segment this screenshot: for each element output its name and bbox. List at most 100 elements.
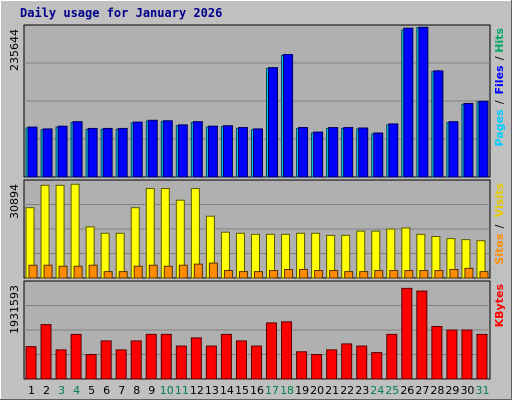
bar-sites-5 (88, 264, 98, 279)
bar-kbytes-16 (250, 345, 262, 380)
bar-kbytes-5 (85, 354, 97, 380)
bar-kbytes-19 (296, 351, 308, 380)
bar-files-9 (147, 119, 158, 178)
bar-files-22 (343, 127, 354, 178)
bar-files-18 (283, 53, 294, 178)
legend-hits: Hits (493, 28, 506, 53)
x-tick-label-31: 31 (475, 384, 489, 397)
bar-sites-26 (404, 270, 414, 279)
bar-sites-2 (43, 264, 53, 279)
x-tick-label-2: 2 (43, 384, 50, 397)
legend-separator: / (493, 56, 506, 60)
bar-files-28 (433, 70, 444, 178)
bar-files-6 (102, 127, 113, 178)
bar-kbytes-31 (476, 333, 488, 380)
bar-files-21 (328, 127, 339, 178)
bar-kbytes-29 (446, 329, 458, 380)
legend-separator: / (493, 224, 506, 228)
x-tick-label-17: 17 (265, 384, 279, 397)
x-tick-label-28: 28 (430, 384, 444, 397)
bar-sites-30 (464, 267, 474, 279)
bar-visits-23 (356, 230, 366, 279)
bar-files-1 (27, 126, 38, 178)
x-tick-label-21: 21 (325, 384, 339, 397)
bar-sites-23 (359, 271, 369, 279)
bar-sites-13 (208, 262, 218, 279)
bar-kbytes-30 (461, 329, 473, 380)
bar-files-5 (87, 127, 98, 178)
bar-sites-25 (389, 270, 399, 279)
bar-files-10 (162, 120, 173, 178)
bar-kbytes-4 (70, 333, 82, 380)
x-tick-label-10: 10 (160, 384, 174, 397)
bar-visits-2 (40, 184, 50, 279)
bar-sites-9 (148, 264, 158, 279)
x-tick-label-15: 15 (235, 384, 249, 397)
x-tick-label-7: 7 (118, 384, 125, 397)
bar-sites-29 (449, 268, 459, 279)
bar-kbytes-8 (130, 340, 142, 380)
bar-files-11 (177, 124, 188, 178)
legend-visits: Visits (493, 183, 506, 218)
legend-sites: Sites (493, 233, 506, 264)
x-tick-label-3: 3 (58, 384, 65, 397)
x-tick-label-9: 9 (148, 384, 155, 397)
bar-files-7 (117, 127, 128, 178)
bar-sites-12 (193, 263, 203, 279)
bar-kbytes-12 (190, 337, 202, 380)
x-tick-label-6: 6 (103, 384, 110, 397)
bar-files-27 (418, 26, 429, 178)
bar-kbytes-11 (175, 345, 187, 380)
x-tick-label-29: 29 (445, 384, 459, 397)
bar-kbytes-9 (145, 333, 157, 380)
x-tick-label-20: 20 (310, 384, 324, 397)
bar-files-31 (478, 100, 489, 178)
bar-files-16 (252, 128, 263, 178)
bar-kbytes-10 (160, 333, 172, 380)
bar-visits-10 (160, 188, 170, 279)
bar-files-2 (42, 128, 53, 178)
bar-files-29 (448, 121, 459, 178)
bar-files-19 (298, 127, 309, 178)
bar-kbytes-22 (341, 343, 353, 380)
bar-kbytes-13 (205, 345, 217, 380)
legend-files: Files (493, 65, 506, 95)
bar-sites-8 (133, 265, 143, 279)
x-tick-label-25: 25 (385, 384, 399, 397)
legend-pages: Pages (493, 109, 506, 147)
bar-sites-14 (223, 270, 233, 279)
x-tick-label-26: 26 (400, 384, 414, 397)
bar-sites-1 (28, 264, 38, 279)
bar-kbytes-14 (220, 333, 232, 380)
bar-sites-4 (73, 265, 83, 279)
bar-files-23 (358, 127, 369, 178)
bar-sites-3 (58, 265, 68, 279)
bar-kbytes-15 (235, 340, 247, 380)
bar-files-15 (237, 127, 248, 178)
bar-visits-9 (145, 188, 155, 279)
bar-sites-20 (314, 270, 324, 279)
bar-files-12 (192, 121, 203, 178)
bar-kbytes-7 (115, 349, 127, 380)
x-tick-label-4: 4 (73, 384, 80, 397)
bar-visits-3 (55, 184, 65, 279)
bar-kbytes-27 (416, 290, 428, 380)
x-tick-label-19: 19 (295, 384, 309, 397)
x-tick-label-5: 5 (88, 384, 95, 397)
x-tick-label-1: 1 (28, 384, 35, 397)
legend-kbytes: KBytes (493, 284, 506, 328)
bar-files-8 (132, 121, 143, 178)
bar-files-25 (388, 123, 399, 178)
bar-kbytes-6 (100, 340, 112, 380)
bar-files-24 (373, 132, 384, 178)
bar-sites-15 (238, 271, 248, 279)
x-tick-label-8: 8 (133, 384, 140, 397)
bar-kbytes-21 (326, 349, 338, 380)
bar-kbytes-24 (371, 352, 383, 380)
x-tick-label-24: 24 (370, 384, 384, 397)
bar-sites-6 (103, 271, 113, 279)
bar-files-4 (72, 121, 83, 178)
bar-sites-16 (253, 271, 263, 279)
